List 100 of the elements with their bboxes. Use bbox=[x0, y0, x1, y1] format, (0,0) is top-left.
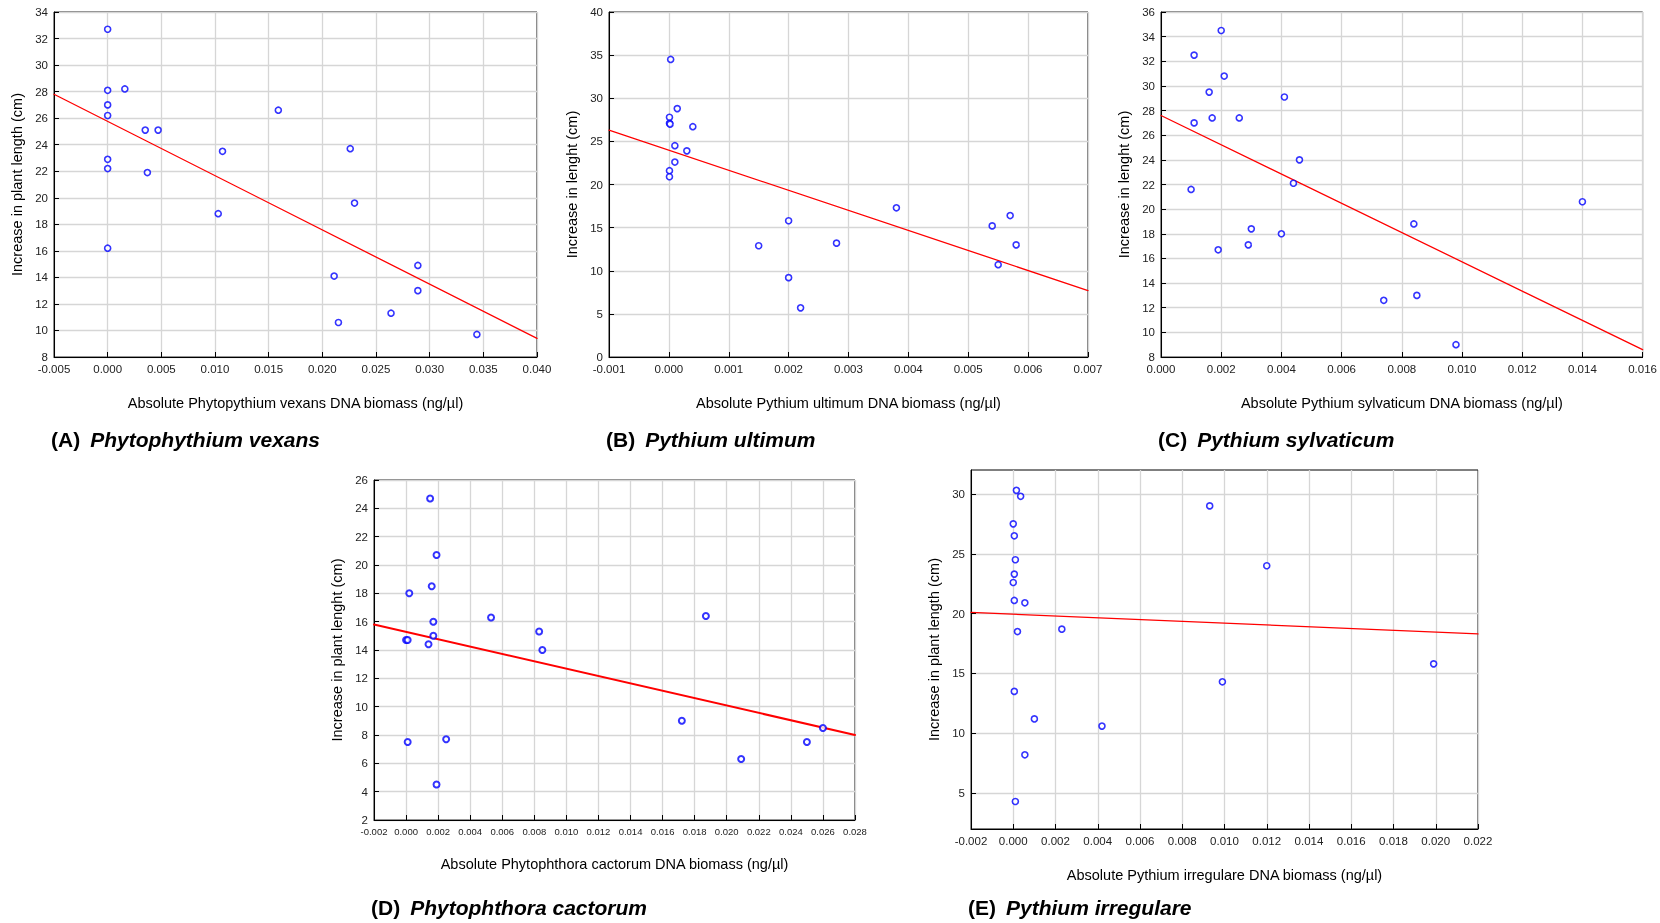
x-tick-label: 0.016 bbox=[650, 825, 675, 837]
y-tick-label: 0 bbox=[596, 351, 603, 363]
x-tick-label: 0.005 bbox=[146, 363, 176, 375]
x-tick-label: 0.004 bbox=[1267, 363, 1297, 375]
x-tick-label: 0.007 bbox=[1073, 363, 1103, 375]
text: (A) Phytophythium vexans bbox=[51, 428, 321, 451]
y-tick-label: 26 bbox=[355, 474, 368, 486]
y-tick-label: 10 bbox=[590, 264, 603, 277]
x-tick-label: 0.035 bbox=[468, 363, 498, 375]
y-tick-label: 12 bbox=[35, 297, 48, 310]
x-tick-label: 0.008 bbox=[1167, 835, 1197, 847]
y-tick-label: 24 bbox=[35, 138, 49, 151]
x-tick-label: 0.016 bbox=[1628, 363, 1657, 375]
x-tick-label: 0.020 bbox=[1421, 835, 1451, 847]
x-tick-label: 0.024 bbox=[778, 825, 803, 837]
y-tick-label: 22 bbox=[1142, 178, 1155, 191]
x-tick-label: 0.040 bbox=[522, 363, 552, 375]
y-tick-label: 20 bbox=[355, 559, 368, 571]
x-tick-label: 0.000 bbox=[93, 363, 123, 375]
y-tick-label: 28 bbox=[1142, 104, 1155, 117]
y-tick-label: 26 bbox=[35, 112, 48, 125]
text: (C) Pythium sylvaticum bbox=[1158, 428, 1395, 451]
y-axis-title: Increase in lenght (cm) bbox=[1115, 110, 1132, 259]
x-tick-label: 0.012 bbox=[586, 825, 611, 837]
x-tick-label: 0.014 bbox=[1294, 835, 1324, 847]
x-tick-label: 0.010 bbox=[1210, 835, 1239, 847]
y-tick-label: 34 bbox=[35, 6, 49, 18]
text: (D) Phytophthora cactorum bbox=[371, 896, 648, 919]
x-tick-label: 0.006 bbox=[1125, 835, 1155, 847]
x-tick-label: 0.004 bbox=[1083, 835, 1113, 847]
x-tick-label: 0.005 bbox=[953, 363, 983, 375]
y-axis-title: Increase in plant length (cm) bbox=[925, 558, 942, 741]
x-tick-label: 0.010 bbox=[554, 825, 579, 837]
x-tick-label: 0.004 bbox=[893, 363, 924, 375]
y-tick-label: 20 bbox=[35, 191, 48, 204]
x-tick-label: 0.012 bbox=[1507, 363, 1537, 375]
y-tick-label: 15 bbox=[952, 667, 965, 680]
y-tick-label: 8 bbox=[41, 351, 48, 363]
y-tick-label: 2 bbox=[361, 814, 368, 826]
x-axis-title: Absolute Pythium irregulare DNA biomass (ng/µl) bbox=[1066, 866, 1383, 883]
x-tick-label: 0.014 bbox=[618, 825, 643, 837]
x-tick-label: 0.008 bbox=[522, 825, 547, 837]
y-tick-label: 22 bbox=[35, 165, 48, 178]
y-tick-label: 6 bbox=[361, 757, 368, 770]
x-tick-label: 0.028 bbox=[843, 825, 867, 837]
x-tick-label: 0.006 bbox=[1327, 363, 1356, 375]
y-tick-label: 10 bbox=[355, 700, 368, 713]
x-tick-label: 0.000 bbox=[1146, 363, 1176, 375]
y-tick-label: 28 bbox=[35, 85, 48, 98]
text: (E) Pythium irregulare bbox=[968, 896, 1192, 919]
y-tick-label: 30 bbox=[1142, 79, 1155, 92]
x-tick-label: 0.000 bbox=[394, 825, 418, 837]
x-tick-label: 0.022 bbox=[746, 825, 771, 837]
y-tick-label: 12 bbox=[1142, 301, 1155, 314]
x-tick-label: 0.018 bbox=[1379, 835, 1408, 847]
y-tick-label: 18 bbox=[1142, 227, 1155, 240]
y-tick-label: 24 bbox=[355, 502, 369, 515]
y-tick-label: 20 bbox=[952, 607, 965, 620]
x-tick-label: 0.018 bbox=[682, 825, 707, 837]
y-tick-label: 25 bbox=[952, 547, 965, 560]
y-tick-label: 16 bbox=[355, 615, 368, 628]
y-tick-label: 12 bbox=[355, 672, 368, 685]
x-axis-title: Absolute Phytopythium vexans DNA biomass (ng/µl) bbox=[127, 394, 464, 411]
y-tick-label: 20 bbox=[590, 178, 603, 191]
y-tick-label: 8 bbox=[1148, 351, 1155, 363]
text: (B) Pythium ultimum bbox=[606, 428, 816, 451]
y-tick-label: 18 bbox=[35, 218, 48, 231]
x-tick-label: 0.016 bbox=[1336, 835, 1366, 847]
x-tick-label: 0.015 bbox=[254, 363, 284, 375]
x-tick-label: 0.002 bbox=[774, 363, 804, 375]
y-tick-label: 30 bbox=[35, 59, 48, 72]
x-tick-label: 0.006 bbox=[1013, 363, 1043, 375]
x-tick-label: 0.000 bbox=[654, 363, 684, 375]
y-tick-label: 36 bbox=[1142, 6, 1155, 18]
x-tick-label: -0.001 bbox=[592, 363, 626, 375]
y-tick-label: 35 bbox=[590, 49, 603, 62]
y-tick-label: 26 bbox=[1142, 129, 1155, 142]
x-tick-label: 0.012 bbox=[1252, 835, 1282, 847]
x-tick-label: 0.006 bbox=[490, 825, 515, 837]
x-axis-title: Absolute Pythium ultimum DNA biomass (ng/µl) bbox=[696, 394, 1001, 411]
y-tick-label: 32 bbox=[35, 32, 48, 45]
y-tick-label: 16 bbox=[1142, 252, 1155, 265]
y-tick-label: 22 bbox=[355, 530, 368, 543]
x-tick-label: 0.020 bbox=[307, 363, 337, 375]
x-tick-label: 0.002 bbox=[1206, 363, 1236, 375]
y-tick-label: 8 bbox=[361, 729, 368, 741]
y-tick-label: 14 bbox=[35, 271, 49, 284]
y-tick-label: 15 bbox=[590, 221, 603, 234]
y-tick-label: 20 bbox=[1142, 203, 1155, 216]
y-tick-label: 24 bbox=[1142, 153, 1156, 166]
y-tick-label: 34 bbox=[1142, 30, 1156, 43]
x-tick-label: 0.003 bbox=[834, 363, 863, 375]
y-axis-title: Increase in plant lenght (cm) bbox=[328, 558, 345, 742]
x-tick-label: 0.026 bbox=[811, 825, 835, 837]
y-tick-label: 14 bbox=[1142, 277, 1156, 290]
x-tick-label: 0.025 bbox=[361, 363, 391, 375]
x-axis-title: Absolute Phytophthora cactorum DNA biomass (ng/µl) bbox=[440, 855, 789, 872]
y-tick-label: 16 bbox=[35, 244, 48, 257]
y-tick-label: 10 bbox=[1142, 326, 1155, 339]
x-axis-title: Absolute Pythium sylvaticum DNA biomass (ng/µl) bbox=[1240, 394, 1563, 411]
